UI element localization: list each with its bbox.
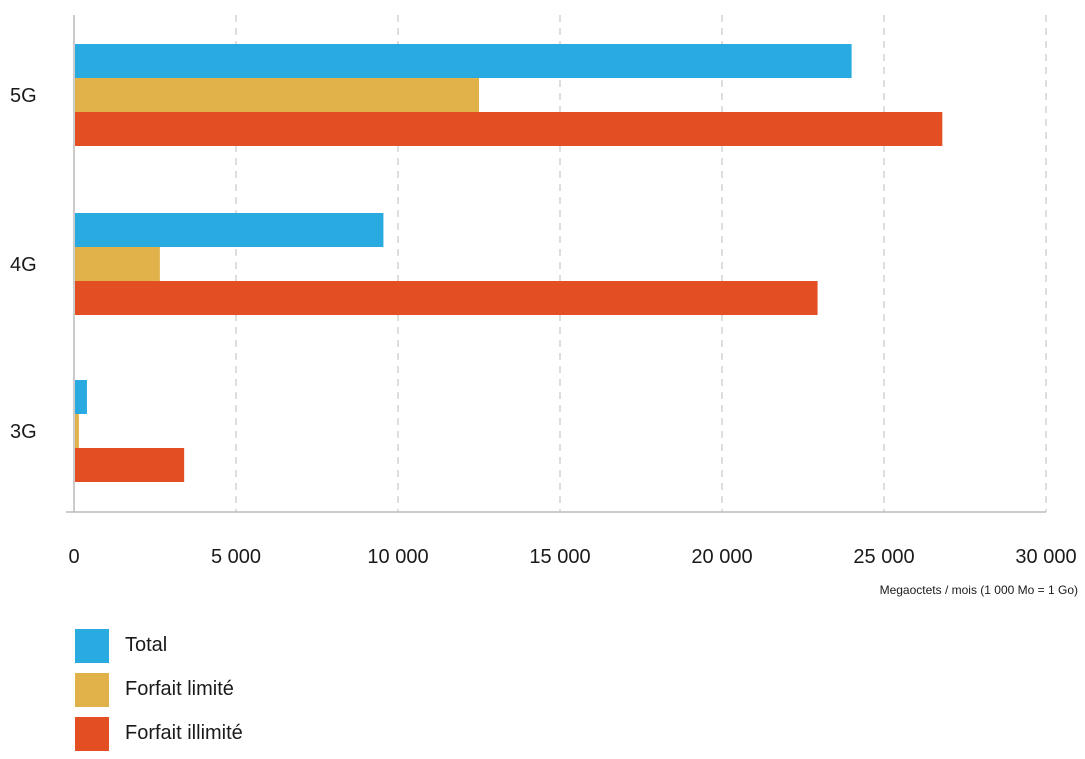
bar [75, 112, 943, 146]
x-tick-label: 20 000 [691, 546, 752, 568]
category-labels: 5G 4G 3G [10, 85, 37, 443]
bar [75, 414, 79, 448]
legend-label-forfait-illimite: Forfait illimité [125, 722, 243, 744]
x-tick-label: 15 000 [529, 546, 590, 568]
bar [75, 213, 384, 247]
bar-chart: 0 5 000 10 000 15 000 20 000 25 000 30 000 5G 4… [10, 15, 1078, 597]
x-tick-label: 5 000 [211, 546, 261, 568]
legend-label-forfait-limite: Forfait limité [125, 678, 234, 700]
bar [75, 281, 818, 315]
category-label: 3G [10, 421, 37, 443]
bars [75, 44, 943, 482]
bar [75, 78, 479, 112]
legend-swatch-total [75, 629, 109, 663]
x-tick-label: 0 [68, 546, 79, 568]
category-label: 4G [10, 254, 37, 276]
x-tick-label: 25 000 [853, 546, 914, 568]
category-label: 5G [10, 85, 37, 107]
legend-label-total: Total [125, 634, 168, 656]
legend-swatch-forfait-illimite [75, 717, 109, 751]
x-tick-labels: 0 5 000 10 000 15 000 20 000 25 000 30 000 [68, 546, 1076, 568]
bar [75, 448, 185, 482]
x-tick-label: 10 000 [367, 546, 428, 568]
bar [75, 44, 852, 78]
legend-swatch-forfait-limite [75, 673, 109, 707]
bar [75, 380, 87, 414]
x-axis-title: Megaoctets / mois (1 000 Mo = 1 Go) [880, 583, 1078, 597]
bar [75, 247, 160, 281]
x-tick-label: 30 000 [1015, 546, 1076, 568]
